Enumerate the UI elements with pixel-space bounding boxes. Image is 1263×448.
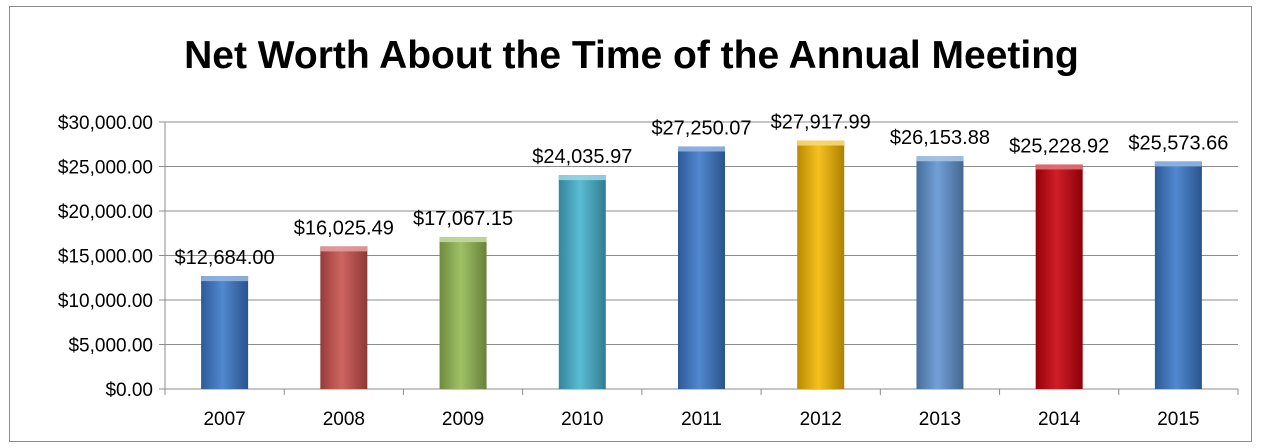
bar-2013 — [916, 156, 964, 389]
data-label: $24,035.97 — [532, 146, 632, 168]
y-tick-label: $15,000.00 — [58, 247, 153, 268]
data-label: $27,250.07 — [651, 117, 751, 139]
bar-top-highlight — [1154, 161, 1202, 167]
bars — [201, 140, 1202, 389]
x-tick-label: 2013 — [919, 409, 961, 430]
data-label: $16,025.49 — [294, 217, 394, 239]
data-label: $25,573.66 — [1128, 132, 1228, 154]
bar-top-highlight — [797, 140, 845, 146]
data-labels: $12,684.00 $16,025.49 $17,067.15 $24,035.97… — [175, 112, 1229, 270]
bar-2011 — [678, 146, 725, 389]
bar-2008 — [320, 246, 368, 389]
bar-top-highlight — [320, 246, 368, 252]
x-tick-label: 2011 — [681, 409, 722, 430]
data-label: $26,153.88 — [890, 127, 990, 149]
x-tick-label: 2012 — [800, 409, 842, 430]
data-label: $25,228.92 — [1009, 135, 1109, 157]
bar-2014 — [1035, 164, 1083, 389]
bar-2015 — [1154, 161, 1202, 389]
bar-top-highlight — [678, 146, 725, 152]
x-tick-label: 2009 — [442, 409, 484, 430]
y-tick-label: $5,000.00 — [68, 336, 153, 357]
bar-2012 — [797, 140, 845, 389]
data-label: $27,917.99 — [771, 112, 871, 134]
y-tick-label: $0.00 — [105, 380, 153, 401]
bar-2009 — [439, 237, 487, 389]
y-tick-label: $30,000.00 — [58, 113, 153, 134]
bar-top-highlight — [201, 276, 249, 282]
x-tick-label: 2007 — [203, 409, 245, 430]
y-tick-label: $20,000.00 — [58, 202, 153, 223]
y-tick-label: $10,000.00 — [58, 291, 153, 312]
x-tick-labels: 2007 2008 2009 2010 2011 2012 2013 2014 2015 — [203, 409, 1199, 430]
chart-title: Net Worth About the Time of the Annual M… — [184, 34, 1079, 77]
bar-2010 — [558, 175, 606, 389]
x-tick-label: 2015 — [1157, 409, 1199, 430]
bar-top-highlight — [916, 156, 964, 162]
data-label: $17,067.15 — [413, 208, 513, 230]
data-label: $12,684.00 — [175, 247, 275, 269]
y-tick-labels: $0.00 $5,000.00 $10,000.00 $15,000.00 $20,00… — [58, 113, 153, 401]
bar-top-highlight — [558, 175, 606, 181]
bar-2007 — [201, 276, 249, 389]
bar-top-highlight — [439, 237, 487, 243]
x-tick-label: 2008 — [323, 409, 365, 430]
x-tick-label: 2010 — [561, 409, 603, 430]
y-tick-label: $25,000.00 — [58, 158, 153, 179]
x-tick-label: 2014 — [1038, 409, 1081, 430]
bar-top-highlight — [1035, 164, 1083, 170]
